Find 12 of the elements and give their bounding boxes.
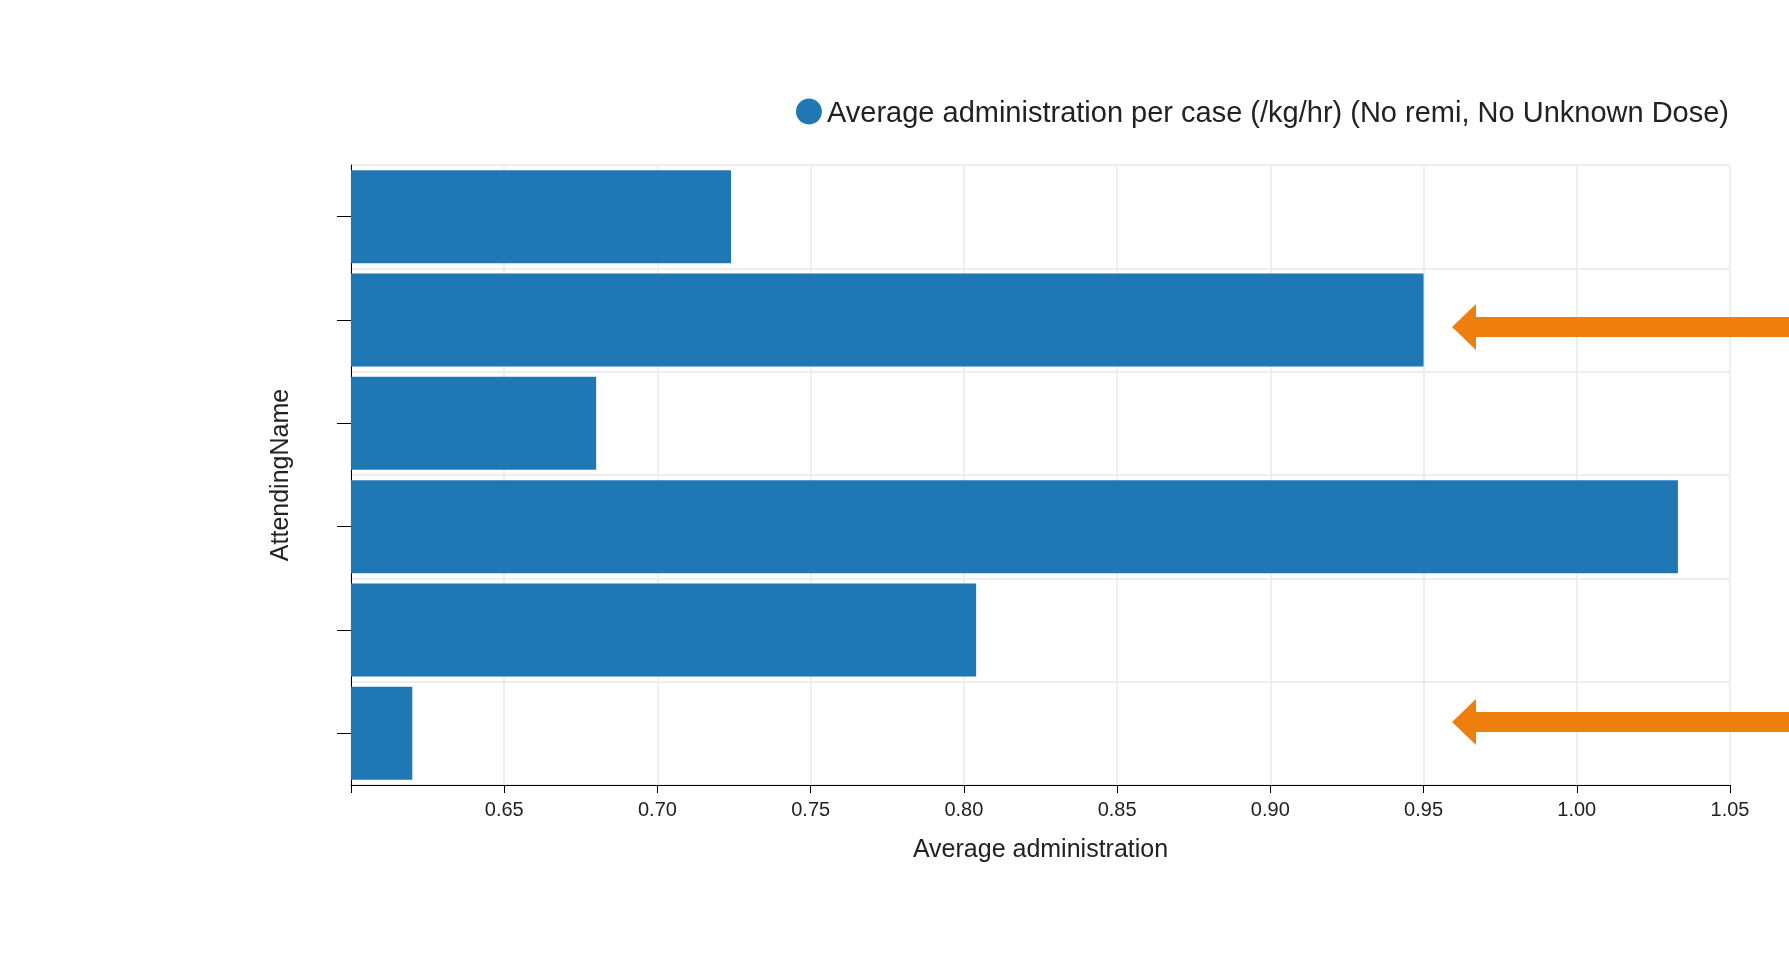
y-axis-title: AttendingName (264, 388, 293, 562)
x-tick-label: 0.65 (484, 798, 524, 820)
x-tick-label: 0.80 (944, 798, 984, 820)
x-axis-title: Average administration (912, 833, 1169, 862)
x-tick-label: 0.70 (637, 798, 677, 820)
x-tick-label: 1.05 (1710, 798, 1750, 820)
x-tick-label: 0.75 (791, 798, 831, 820)
x-tick-label: 0.95 (1404, 798, 1444, 820)
legend-label: Average administration per case (/kg/hr) (No remi, No Unknown Dose) (826, 95, 1729, 128)
x-tick-label: 0.85 (1097, 798, 1137, 820)
x-tick-label: 1.00 (1557, 798, 1597, 820)
x-tick-label: 0.90 (1250, 798, 1290, 820)
